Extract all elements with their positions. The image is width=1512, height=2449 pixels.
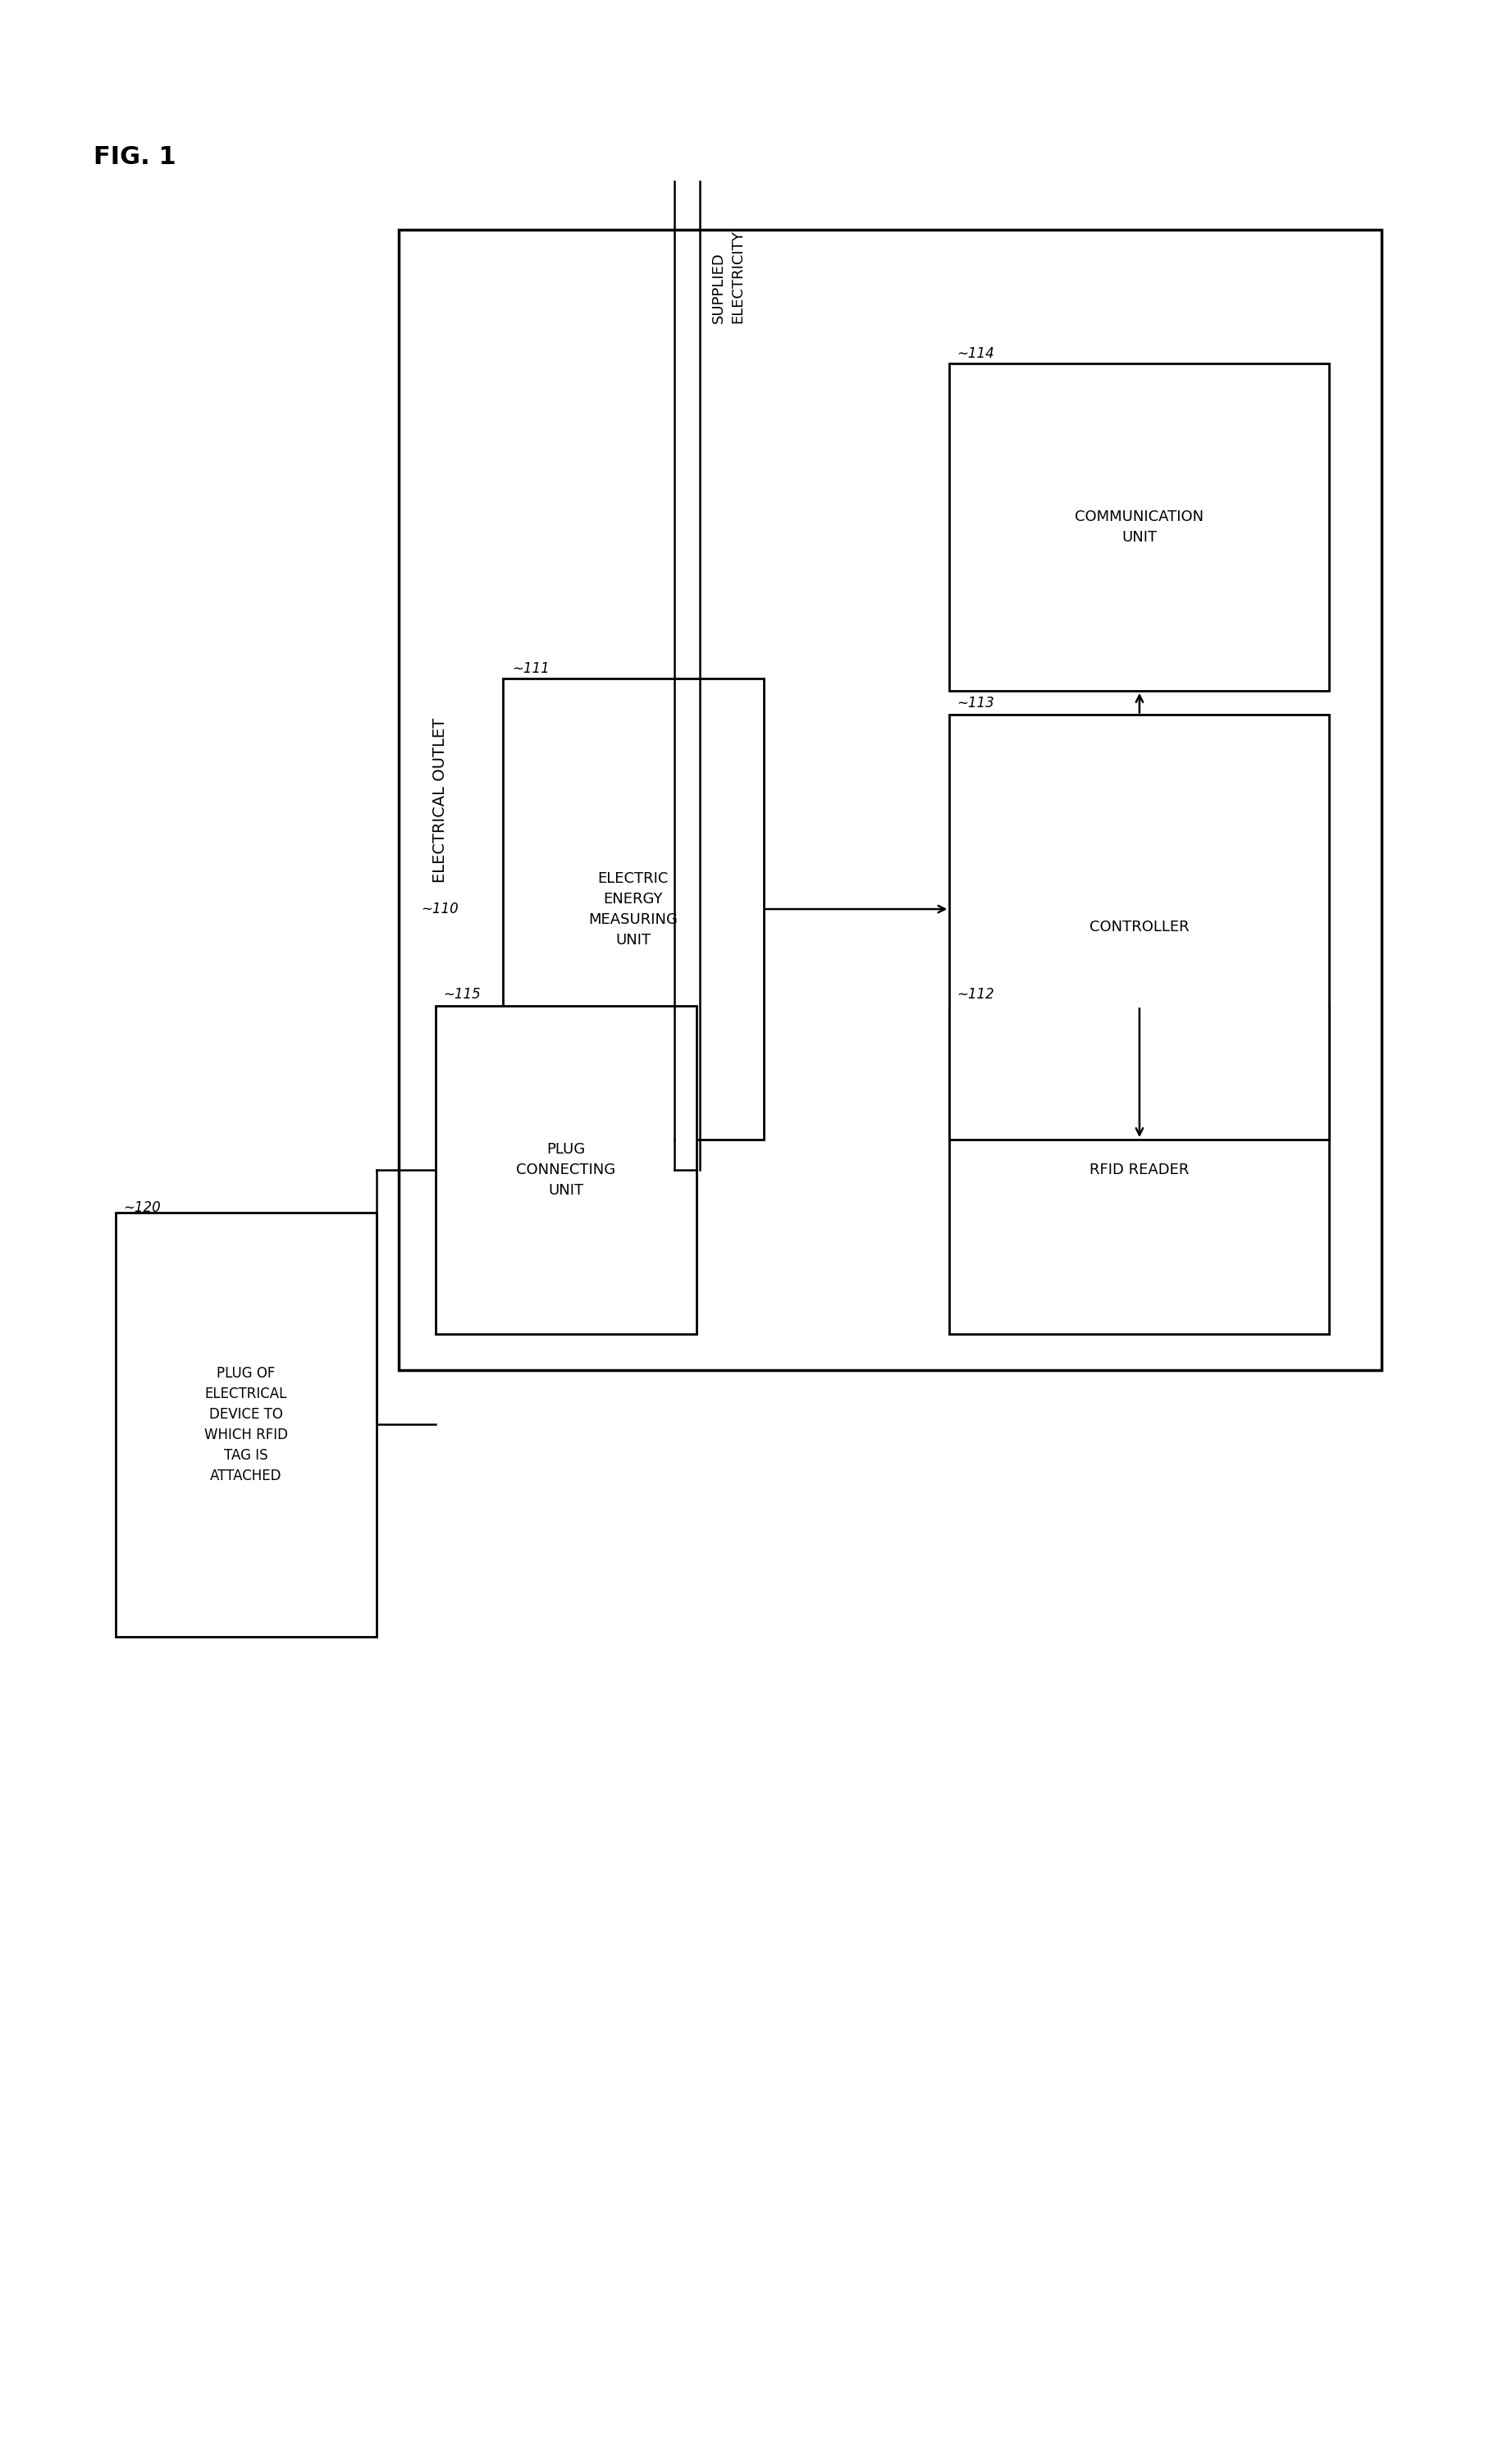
Text: ∼111: ∼111 [511, 661, 549, 676]
Bar [115, 1212, 376, 1636]
Text: ∼113: ∼113 [957, 696, 995, 710]
Bar [950, 715, 1329, 1139]
Bar [435, 1007, 697, 1335]
Text: ∼115: ∼115 [443, 987, 481, 1002]
Bar [503, 678, 764, 1139]
Text: SUPPLIED
ELECTRICITY: SUPPLIED ELECTRICITY [711, 230, 745, 323]
Text: PLUG
CONNECTING
UNIT: PLUG CONNECTING UNIT [517, 1141, 615, 1198]
Text: RFID READER: RFID READER [1090, 1163, 1190, 1178]
Text: ∼114: ∼114 [957, 345, 995, 360]
Bar [950, 362, 1329, 691]
Text: FIG. 1: FIG. 1 [94, 144, 175, 169]
Bar [950, 1007, 1329, 1335]
Text: PLUG OF
ELECTRICAL
DEVICE TO
WHICH RFID
TAG IS
ATTACHED: PLUG OF ELECTRICAL DEVICE TO WHICH RFID … [204, 1367, 287, 1484]
Text: ∼120: ∼120 [122, 1200, 160, 1215]
Text: COMMUNICATION
UNIT: COMMUNICATION UNIT [1075, 509, 1204, 544]
Text: CONTROLLER: CONTROLLER [1090, 921, 1190, 936]
Text: ∼110: ∼110 [420, 901, 458, 916]
Text: ∼112: ∼112 [957, 987, 995, 1002]
Text: ELECTRICAL OUTLET: ELECTRICAL OUTLET [432, 718, 448, 882]
Bar [399, 230, 1382, 1369]
Text: ELECTRIC
ENERGY
MEASURING
UNIT: ELECTRIC ENERGY MEASURING UNIT [588, 872, 677, 948]
